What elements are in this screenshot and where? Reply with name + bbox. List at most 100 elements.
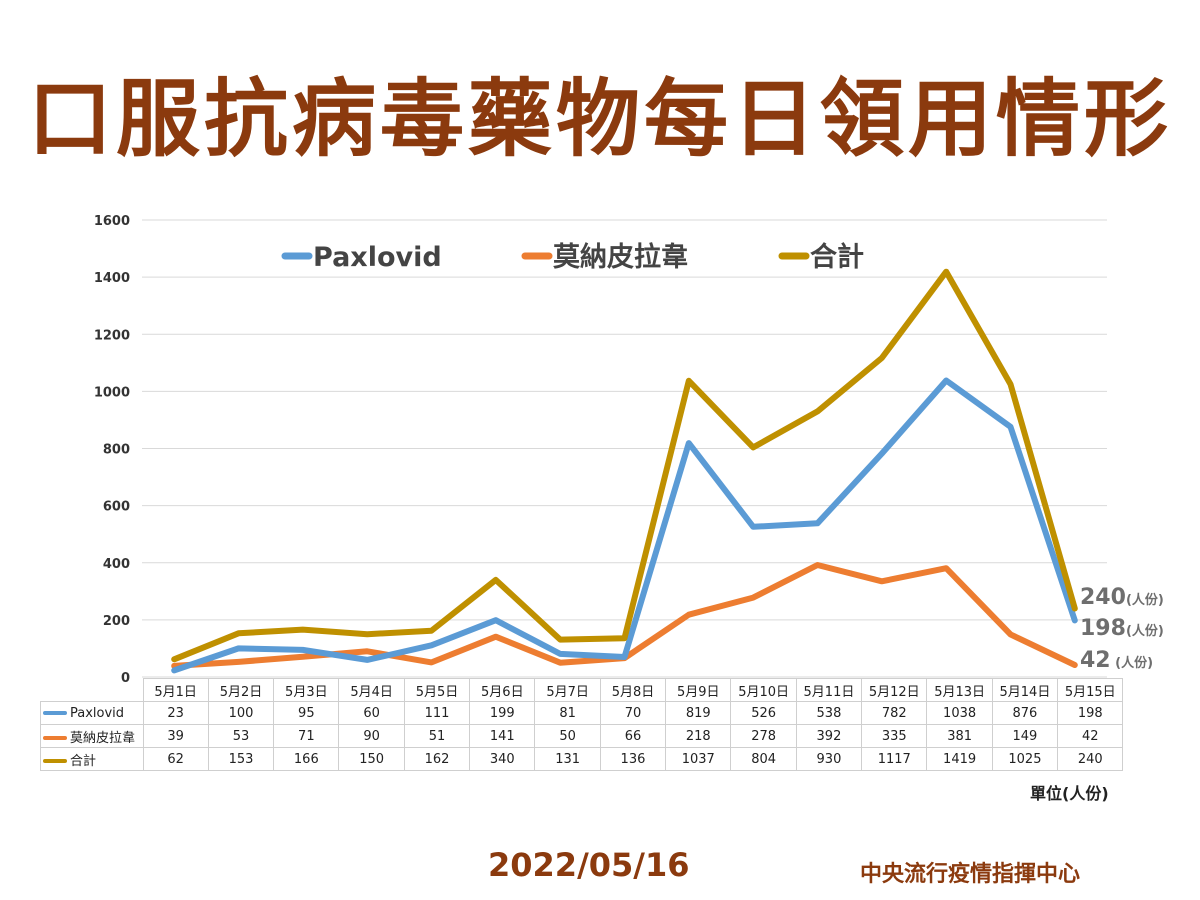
table-row: 莫納皮拉韋 39 53 71 90 51 141 50 66 218 278 392 335 381 149… xyxy=(40,724,1124,748)
category-label: 5月6日 xyxy=(469,678,536,702)
category-label: 5月13日 xyxy=(926,678,993,702)
value-cell: 150 xyxy=(338,747,405,771)
category-label: 5月1日 xyxy=(142,678,209,702)
table-corner xyxy=(40,678,144,702)
category-label: 5月14日 xyxy=(991,678,1059,702)
series-swatch xyxy=(43,759,67,763)
value-cell: 1117 xyxy=(861,747,928,771)
value-cell: 62 xyxy=(142,747,209,771)
category-label: 5月12日 xyxy=(861,678,928,702)
value-cell: 538 xyxy=(795,701,863,725)
value-cell: 53 xyxy=(207,724,275,748)
page-title: 口服抗病毒藥物每日領用情形 xyxy=(27,70,1172,168)
value-cell: 340 xyxy=(469,747,536,771)
value-cell: 51 xyxy=(403,724,471,748)
unit-label: 單位(人份) xyxy=(1030,784,1109,803)
category-label: 5月2日 xyxy=(207,678,275,702)
y-tick-label: 600 xyxy=(103,500,130,515)
series-swatch xyxy=(43,736,67,740)
value-cell: 218 xyxy=(665,724,732,748)
series-name-cell: Paxlovid xyxy=(40,701,144,725)
organization-label: 中央流行疫情指揮中心 xyxy=(860,862,1081,887)
value-cell: 66 xyxy=(599,724,667,748)
value-cell: 111 xyxy=(403,701,471,725)
value-cell: 60 xyxy=(338,701,405,725)
end-labels: 240(人份) 198(人份) 42 (人份) xyxy=(1080,585,1164,673)
value-cell: 42 xyxy=(1057,724,1124,748)
legend-label: 合計 xyxy=(810,241,864,273)
series-name: 莫納皮拉韋 xyxy=(70,730,136,746)
end-unit-label: (人份) xyxy=(1126,623,1164,639)
series-line-0 xyxy=(171,377,1078,674)
end-value-label: 42 (人份) xyxy=(1080,648,1153,673)
value-cell: 876 xyxy=(991,701,1059,725)
value-cell: 930 xyxy=(795,747,863,771)
y-tick-label: 1600 xyxy=(94,214,130,229)
series-swatch xyxy=(43,711,67,715)
value-cell: 335 xyxy=(861,724,928,748)
category-label: 5月3日 xyxy=(273,678,340,702)
value-cell: 50 xyxy=(534,724,601,748)
value-cell: 23 xyxy=(142,701,209,725)
end-value-label: 240(人份) xyxy=(1080,585,1164,610)
value-cell: 1025 xyxy=(991,747,1059,771)
series-name-cell: 合計 xyxy=(40,747,144,771)
y-tick-label: 800 xyxy=(103,443,130,458)
y-tick-label: 200 xyxy=(103,614,130,629)
value-cell: 199 xyxy=(469,701,536,725)
category-label: 5月9日 xyxy=(665,678,732,702)
value-cell: 153 xyxy=(207,747,275,771)
value-cell: 526 xyxy=(730,701,797,725)
value-cell: 278 xyxy=(730,724,797,748)
y-tick-label: 400 xyxy=(103,557,130,572)
y-tick-label: 1400 xyxy=(94,271,130,286)
table-body: Paxlovid 23 100 95 60 111 199 81 70 819 526 538 782 1… xyxy=(40,701,1124,771)
category-label: 5月4日 xyxy=(338,678,405,702)
value-cell: 71 xyxy=(273,724,340,748)
y-tick-label: 1200 xyxy=(94,328,130,343)
value-cell: 166 xyxy=(273,747,340,771)
value-cell: 141 xyxy=(469,724,536,748)
category-label: 5月7日 xyxy=(534,678,601,702)
legend-label: Paxlovid xyxy=(313,242,442,273)
value-cell: 39 xyxy=(142,724,209,748)
value-cell: 819 xyxy=(665,701,732,725)
grid-lines xyxy=(142,219,1107,678)
value-cell: 149 xyxy=(991,724,1059,748)
end-unit-label: (人份) xyxy=(1126,592,1164,608)
value-cell: 1419 xyxy=(926,747,993,771)
value-cell: 240 xyxy=(1057,747,1124,771)
category-label: 5月15日 xyxy=(1057,678,1124,702)
y-tick-label: 1000 xyxy=(94,385,130,400)
value-cell: 1037 xyxy=(665,747,732,771)
value-cell: 90 xyxy=(338,724,405,748)
value-cell: 95 xyxy=(273,701,340,725)
value-cell: 804 xyxy=(730,747,797,771)
table-row: Paxlovid 23 100 95 60 111 199 81 70 819 526 538 782 1… xyxy=(40,701,1124,725)
value-cell: 198 xyxy=(1057,701,1124,725)
series-name-cell: 莫納皮拉韋 xyxy=(40,724,144,748)
date-label: 2022/05/16 xyxy=(488,846,690,884)
value-cell: 131 xyxy=(534,747,601,771)
legend: Paxlovid 莫納皮拉韋 合計 xyxy=(281,241,864,273)
series-name: Paxlovid xyxy=(70,705,125,721)
value-cell: 392 xyxy=(795,724,863,748)
category-label: 5月5日 xyxy=(403,678,471,702)
series-line-2 xyxy=(171,268,1078,663)
value-cell: 782 xyxy=(861,701,928,725)
category-label: 5月10日 xyxy=(730,678,797,702)
value-cell: 81 xyxy=(534,701,601,725)
value-cell: 381 xyxy=(926,724,993,748)
value-cell: 136 xyxy=(599,747,667,771)
series-lines xyxy=(171,268,1078,674)
value-cell: 162 xyxy=(403,747,471,771)
series-name: 合計 xyxy=(70,753,97,769)
legend-label: 莫納皮拉韋 xyxy=(553,241,688,273)
category-label: 5月11日 xyxy=(795,678,863,702)
value-cell: 100 xyxy=(207,701,275,725)
end-value-label: 198(人份) xyxy=(1080,616,1164,641)
table-row: 合計 62 153 166 150 162 340 131 136 1037 804 930 1117 1… xyxy=(40,747,1124,771)
value-cell: 1038 xyxy=(926,701,993,725)
